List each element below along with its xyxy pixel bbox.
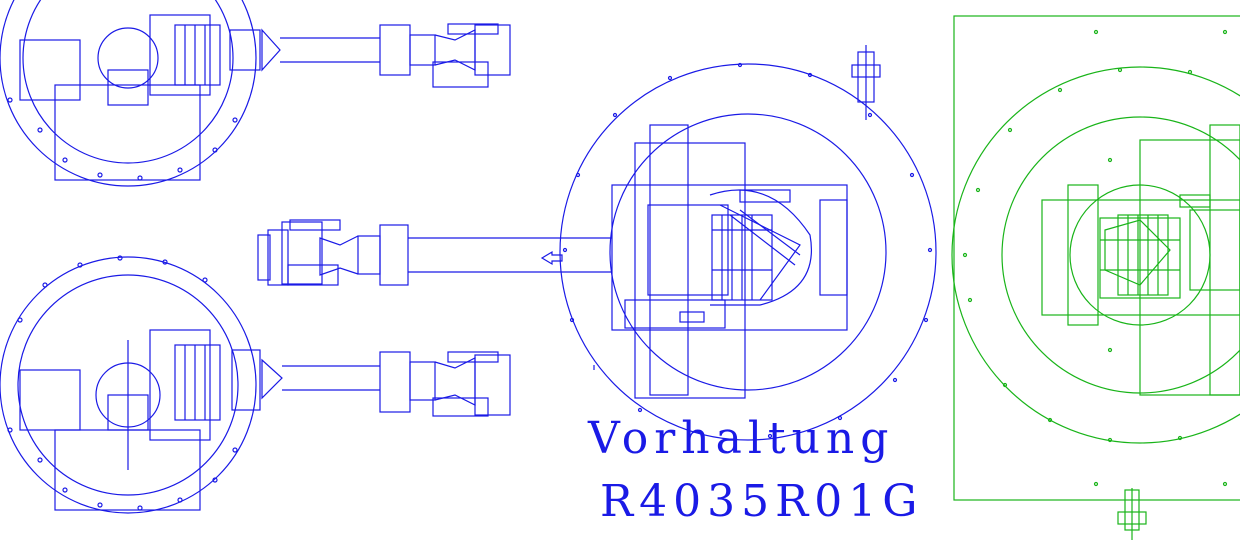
robot-top-left <box>0 0 511 187</box>
drawing-label-vorhaltung: Vorhaltung <box>588 413 895 464</box>
robot-bottom-left <box>0 255 511 514</box>
robot-right-green <box>951 15 1240 540</box>
drawing-label-part-number: R4035R01G <box>600 476 924 527</box>
robot-center <box>257 45 937 441</box>
